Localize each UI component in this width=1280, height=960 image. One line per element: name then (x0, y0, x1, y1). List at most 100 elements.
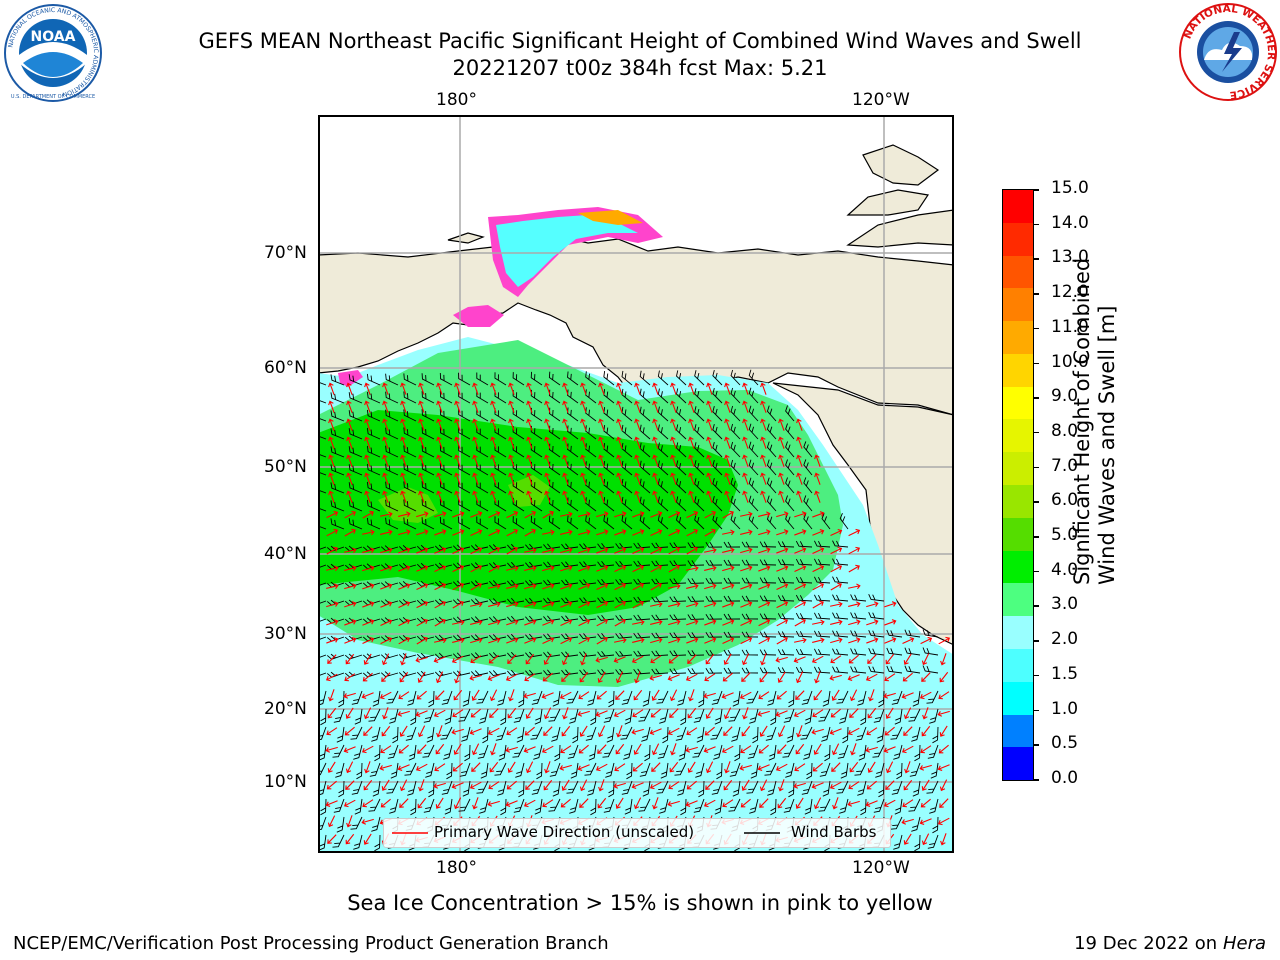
wind-barb (318, 446, 327, 458)
wind-barb (730, 369, 741, 386)
wind-barb (912, 690, 921, 707)
colorbar-tick-label: 5.0 (1051, 525, 1079, 546)
wave-direction-arrow (524, 565, 537, 572)
wave-direction-arrow (634, 472, 641, 485)
wave-direction-arrow (795, 743, 805, 755)
wave-direction-arrow (742, 454, 749, 467)
lat-label-50n: 50°N (264, 457, 307, 477)
wind-barb (806, 762, 813, 780)
wave-direction-arrow (434, 763, 446, 772)
wave-direction-arrow (885, 653, 895, 665)
wave-direction-arrow (326, 619, 339, 626)
wave-direction-arrow (436, 382, 443, 395)
wave-direction-arrow (937, 710, 950, 717)
wave-direction-arrow (632, 582, 645, 591)
colorbar-step (1003, 321, 1033, 354)
wind-barb (891, 690, 903, 705)
wave-direction-arrow (345, 707, 354, 719)
wave-direction-arrow (471, 762, 481, 772)
wind-barb (788, 780, 795, 798)
wave-direction-arrow (526, 454, 533, 467)
wave-direction-arrow (921, 725, 931, 737)
wave-direction-arrow (721, 692, 734, 699)
colorbar-tick-mark (1033, 397, 1039, 399)
wave-direction-arrow (578, 547, 591, 554)
wind-barb (462, 690, 471, 707)
wave-direction-arrow (596, 529, 609, 536)
wind-barb (398, 617, 417, 623)
wind-barb (676, 514, 687, 530)
wave-direction-arrow (381, 672, 391, 682)
wave-direction-arrow (940, 833, 947, 846)
colorbar-step (1003, 255, 1033, 289)
wind-barb-legend-label: Wind Barbs (791, 823, 877, 841)
wave-direction-arrow (524, 673, 536, 682)
wave-direction-arrow (920, 636, 933, 645)
wave-direction-arrow (507, 761, 516, 773)
wind-barb (676, 442, 687, 458)
wind-barb (891, 780, 903, 795)
wave-direction-arrow (848, 654, 859, 664)
wave-direction-arrow (595, 656, 608, 663)
wave-direction-arrow (507, 654, 517, 664)
wave-direction-arrow (560, 601, 573, 608)
wind-barb (366, 481, 381, 494)
wave-direction-arrow (829, 728, 842, 735)
wind-barb (353, 744, 363, 760)
wave-direction-arrow (560, 583, 573, 590)
wind-barb (548, 443, 561, 458)
wave-direction-arrow (704, 619, 717, 626)
wind-barb (318, 563, 327, 570)
wind-barb (439, 480, 453, 494)
wave-direction-arrow (687, 654, 697, 664)
wind-barb (714, 798, 723, 815)
wind-barb (676, 424, 687, 440)
wave-direction-arrow (615, 743, 625, 755)
wind-barb (712, 459, 723, 476)
wind-barb (680, 798, 687, 816)
wave-direction-arrow (814, 490, 821, 503)
wave-direction-arrow (632, 511, 645, 518)
colorbar-tick-label: 2.0 (1051, 629, 1079, 650)
wave-direction-arrow (542, 565, 555, 572)
wave-direction-arrow (577, 710, 590, 717)
wave-direction-arrow (830, 601, 843, 608)
wave-direction-arrow (523, 692, 536, 699)
wave-direction-arrow (670, 400, 677, 413)
wind-barb (705, 667, 723, 674)
wave-direction-arrow (364, 761, 371, 774)
wave-direction-arrow (580, 454, 587, 467)
wave-direction-arrow (524, 601, 537, 608)
wave-direction-arrow (830, 655, 842, 664)
wind-barb (513, 798, 525, 813)
wave-direction-arrow (776, 690, 787, 700)
wave-direction-arrow (346, 418, 353, 431)
wave-direction-arrow (652, 490, 659, 503)
wave-direction-arrow (327, 654, 337, 664)
wave-direction-arrow (903, 779, 913, 791)
colorbar-tick-mark (1033, 779, 1039, 781)
wave-height-map (318, 115, 954, 853)
wind-barb (497, 690, 507, 706)
wave-direction-arrow (562, 707, 569, 720)
wind-barb (579, 651, 597, 658)
wave-direction-arrow (434, 582, 447, 591)
wave-direction-arrow (866, 780, 877, 790)
wave-direction-arrow (741, 725, 751, 737)
wave-direction-arrow (867, 707, 877, 719)
wave-direction-arrow (398, 691, 410, 700)
wave-direction-arrow (416, 529, 429, 536)
wave-direction-arrow (452, 619, 465, 626)
wind-barb (687, 650, 705, 656)
wave-direction-arrow (686, 510, 699, 519)
wave-direction-arrow (472, 436, 479, 449)
wave-direction-arrow (939, 725, 948, 737)
wave-direction-arrow (346, 815, 353, 828)
wave-direction-arrow (686, 565, 699, 572)
wind-barb (651, 596, 669, 603)
wind-barb (356, 762, 363, 780)
wave-direction-arrow (562, 418, 569, 431)
wave-direction-arrow (686, 601, 699, 608)
wind-barb (669, 650, 687, 657)
wave-direction-arrow (614, 582, 627, 591)
